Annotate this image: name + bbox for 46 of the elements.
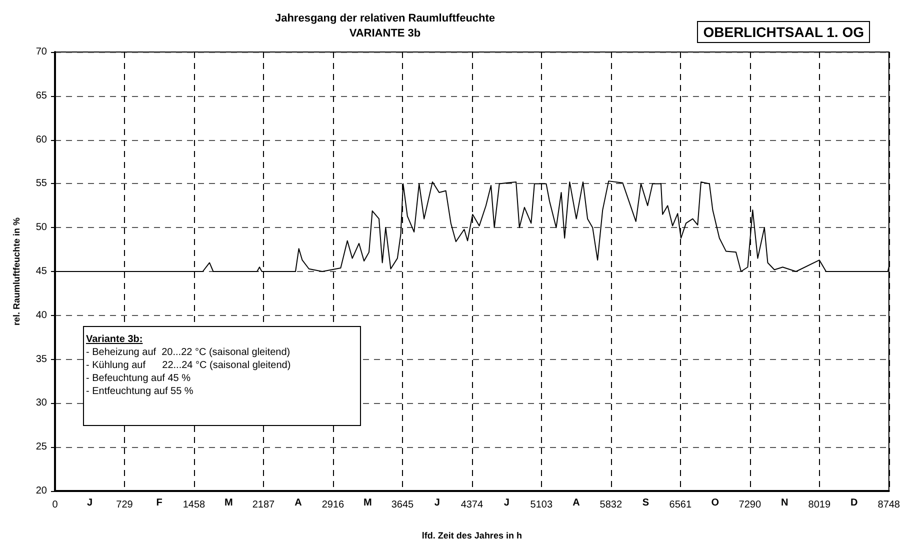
- y-tick-label: 65: [36, 90, 48, 102]
- x-tick-label: M: [224, 498, 233, 508]
- x-tick-label: 729: [116, 500, 134, 510]
- y-tick-label: 60: [36, 134, 48, 146]
- chart-title: Jahresgang der relativen Raumluftfeuchte: [274, 12, 496, 24]
- x-tick-label: 5103: [530, 500, 553, 510]
- x-tick-label: A: [294, 498, 302, 508]
- x-tick-label: 8748: [878, 500, 900, 510]
- x-tick-label: M: [364, 498, 372, 508]
- x-axis-title: lfd. Zeit des Jahres in h: [422, 530, 522, 540]
- chart-subtitle: VARIANTE 3b: [349, 28, 421, 40]
- x-tick-label: J: [86, 498, 93, 508]
- x-tick-label: J: [434, 498, 440, 508]
- annotation: - Befeuchtung auf 45 %: [86, 372, 192, 385]
- x-tick-label: J: [504, 498, 510, 508]
- x-tick-label: O: [711, 498, 720, 508]
- y-tick-label: 20: [36, 486, 48, 496]
- annotation: - Entfeuchtung auf 55 %: [86, 385, 194, 398]
- y-tick-label: 40: [36, 310, 48, 321]
- x-tick-label: 2916: [322, 500, 345, 510]
- x-tick-label: D: [850, 498, 858, 508]
- x-tick-label: 8019: [808, 500, 831, 510]
- y-axis-title: rel. Raumluftfeuchte in %: [12, 217, 22, 326]
- y-tick-label: 35: [36, 354, 48, 365]
- x-tick-label: 3645: [391, 500, 414, 510]
- y-tick-label: 70: [36, 46, 48, 58]
- x-tick-label: 5832: [600, 500, 622, 510]
- y-tick-label: 45: [36, 266, 48, 277]
- x-tick-label: A: [572, 498, 580, 508]
- x-tick-label: 0: [52, 500, 58, 510]
- x-tick-label: 1458: [182, 500, 206, 510]
- x-tick-label: 7290: [738, 500, 762, 510]
- x-tick-label: 6561: [669, 500, 692, 510]
- y-tick-label: 55: [36, 178, 48, 190]
- x-tick-label: N: [781, 498, 788, 508]
- x-tick-label: F: [156, 498, 162, 508]
- x-tick-label: 4374: [460, 500, 484, 510]
- x-tick-label: S: [642, 498, 650, 508]
- y-tick-label: 50: [36, 222, 48, 234]
- x-tick-label: 2187: [252, 500, 276, 510]
- y-tick-label: 30: [36, 398, 48, 409]
- annotation: - Beheizung auf 20...22 °C (saisonal gleitend): [86, 346, 292, 359]
- annotation: Variante 3b:: [86, 333, 144, 346]
- annotation: - Kühlung auf 22...24 °C (saisonal gleitend): [86, 359, 292, 372]
- y-tick-label: 25: [36, 442, 48, 453]
- label-box: OBERLICHTSAAL 1. OG: [697, 21, 870, 43]
